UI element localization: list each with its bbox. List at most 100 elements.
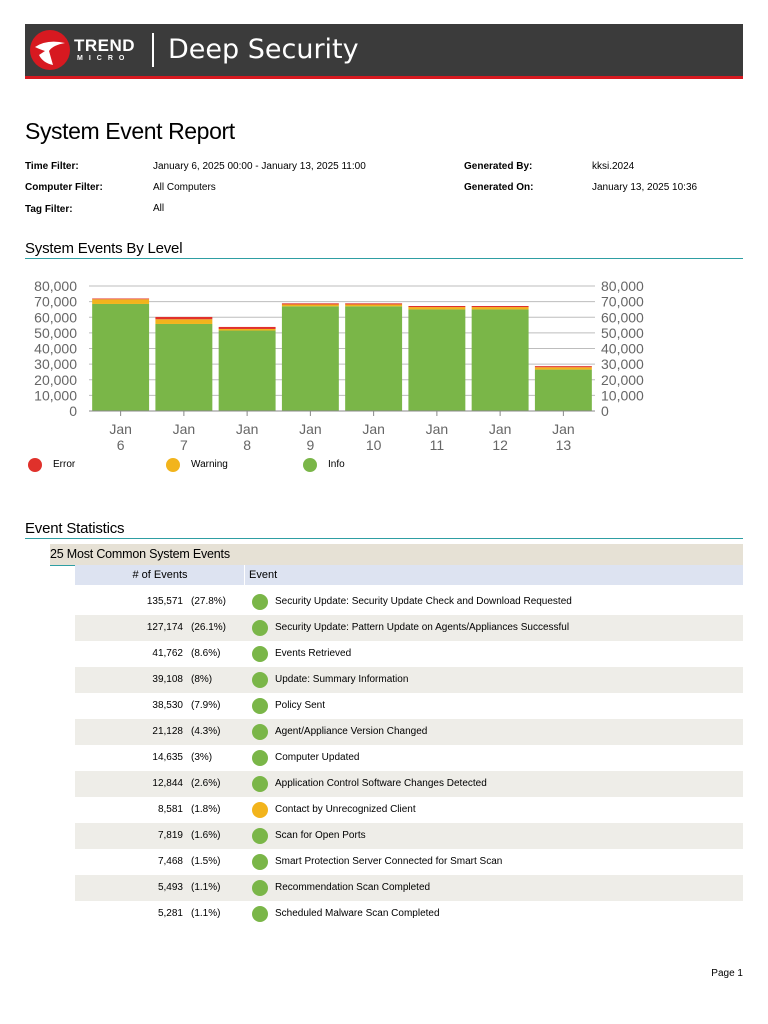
info-level-icon	[252, 620, 268, 636]
event-count-value: 41,762	[152, 648, 183, 659]
bar-segment-warning	[534, 367, 592, 370]
bar-segment-error	[471, 306, 529, 308]
table-row: 41,762 (8.6%) Events Retrieved	[75, 641, 743, 667]
legend-label: Error	[53, 459, 76, 470]
legend-label: Warning	[191, 459, 228, 470]
bar-segment-warning	[92, 299, 150, 304]
event-name: Scheduled Malware Scan Completed	[275, 908, 440, 919]
y-tick-label-left: 40,000	[34, 341, 77, 357]
x-tick-label-month: Jan	[362, 421, 385, 437]
y-tick-label-left: 60,000	[34, 309, 77, 325]
event-count-value: 8,581	[157, 804, 183, 815]
info-level-icon	[252, 906, 268, 922]
subsection-title: 25 Most Common System Events	[50, 547, 230, 561]
computer-filter-value: All Computers	[153, 182, 216, 193]
event-count-value: 12,844	[152, 778, 183, 789]
y-tick-label-left: 50,000	[34, 325, 77, 341]
table-row: 5,493 (1.1%) Recommendation Scan Completed	[75, 875, 743, 901]
event-count-value: 5,281	[157, 908, 183, 919]
event-name: Policy Sent	[275, 700, 326, 711]
y-tick-label-right: 40,000	[601, 341, 644, 357]
x-tick-label-month: Jan	[236, 421, 259, 437]
x-tick-label-month: Jan	[489, 421, 512, 437]
legend-swatch-error-icon	[28, 458, 42, 472]
x-tick-label-month: Jan	[299, 421, 322, 437]
bar-segment-warning	[218, 328, 276, 331]
brand-wordmark: TREND	[74, 36, 136, 55]
event-percent: (4.3%)	[191, 726, 221, 737]
y-tick-label-right: 50,000	[601, 325, 644, 341]
column-divider	[244, 565, 245, 585]
event-percent: (3%)	[191, 752, 213, 763]
event-count: 5,493 (1.1%)	[75, 882, 237, 893]
y-tick-label-right: 20,000	[601, 372, 644, 388]
time-filter-value: January 6, 2025 00:00 - January 13, 2025…	[153, 161, 366, 172]
bar-segment-warning	[471, 307, 529, 310]
event-count: 7,819 (1.6%)	[75, 830, 237, 841]
generated-on-label: Generated On:	[464, 182, 534, 193]
bar-segment-warning	[155, 319, 213, 324]
table-row: 12,844 (2.6%) Application Control Software…	[75, 771, 743, 797]
info-level-icon	[252, 646, 268, 662]
table-row: 135,571 (27.8%) Security Update: Security …	[75, 589, 743, 615]
legend-swatch-info-icon	[303, 458, 317, 472]
bar-segment-error	[534, 366, 592, 368]
table-header: # of Events Event	[75, 565, 743, 585]
x-tick-label-month: Jan	[426, 421, 449, 437]
bar-segment-info	[345, 306, 403, 411]
bar-segment-info	[218, 330, 276, 411]
bar-segment-info	[408, 309, 466, 411]
x-tick-label-day: 10	[366, 437, 382, 453]
product-name: Deep Security	[168, 34, 359, 65]
computer-filter-label: Computer Filter:	[25, 182, 103, 193]
y-tick-label-right: 70,000	[601, 294, 644, 310]
event-count-value: 14,635	[152, 752, 183, 763]
event-name: Security Update: Pattern Update on Agent…	[275, 622, 570, 633]
event-percent: (1.5%)	[191, 856, 221, 867]
bar-segment-warning	[408, 307, 466, 310]
event-percent: (1.8%)	[191, 804, 221, 815]
section-title-events-by-level: System Events By Level	[25, 240, 183, 257]
table-row: 5,281 (1.1%) Scheduled Malware Scan Comple…	[75, 901, 743, 927]
event-percent: (27.8%)	[191, 596, 227, 607]
event-name: Security Update: Security Update Check a…	[275, 596, 572, 607]
x-tick-label-day: 6	[117, 437, 125, 453]
legend-swatch-warning-icon	[166, 458, 180, 472]
x-tick-label-month: Jan	[552, 421, 575, 437]
y-tick-label-left: 30,000	[34, 356, 77, 372]
y-tick-label-right: 60,000	[601, 309, 644, 325]
tag-filter-value: All	[153, 203, 165, 214]
y-tick-label-right: 80,000	[601, 278, 644, 294]
generated-on-value: January 13, 2025 10:36	[592, 182, 698, 193]
column-header-count: # of Events	[132, 569, 188, 581]
section-divider	[25, 538, 743, 539]
event-count: 39,108 (8%)	[75, 674, 237, 685]
y-tick-label-left: 0	[69, 403, 77, 419]
bar-segment-info	[155, 323, 213, 411]
table-row: 7,468 (1.5%) Smart Protection Server Conne…	[75, 849, 743, 875]
trend-micro-logo-icon	[30, 30, 70, 70]
bar-segment-error	[345, 303, 403, 305]
section-divider	[25, 258, 743, 259]
table-row: 39,108 (8%) Update: Summary Information	[75, 667, 743, 693]
event-count: 127,174 (26.1%)	[75, 622, 237, 633]
brand-submark: MICRO	[77, 55, 131, 62]
info-level-icon	[252, 594, 268, 610]
events-table-body: 135,571 (27.8%) Security Update: Security …	[75, 589, 743, 927]
section-title-event-statistics: Event Statistics	[25, 520, 125, 537]
event-count: 12,844 (2.6%)	[75, 778, 237, 789]
event-count-value: 135,571	[146, 596, 183, 607]
table-row: 21,128 (4.3%) Agent/Appliance Version Chan…	[75, 719, 743, 745]
time-filter-label: Time Filter:	[25, 161, 79, 172]
column-header-event: Event	[249, 569, 278, 581]
table-row: 38,530 (7.9%) Policy Sent	[75, 693, 743, 719]
bar-segment-warning	[281, 304, 339, 307]
table-row: 127,174 (26.1%) Security Update: Pattern U…	[75, 615, 743, 641]
event-count: 8,581 (1.8%)	[75, 804, 237, 815]
event-percent: (8%)	[191, 674, 213, 685]
x-tick-label-day: 11	[430, 437, 445, 453]
event-percent: (2.6%)	[191, 778, 221, 789]
bar-segment-error	[92, 298, 150, 300]
warning-level-icon	[252, 802, 268, 818]
event-count-value: 127,174	[146, 622, 183, 633]
